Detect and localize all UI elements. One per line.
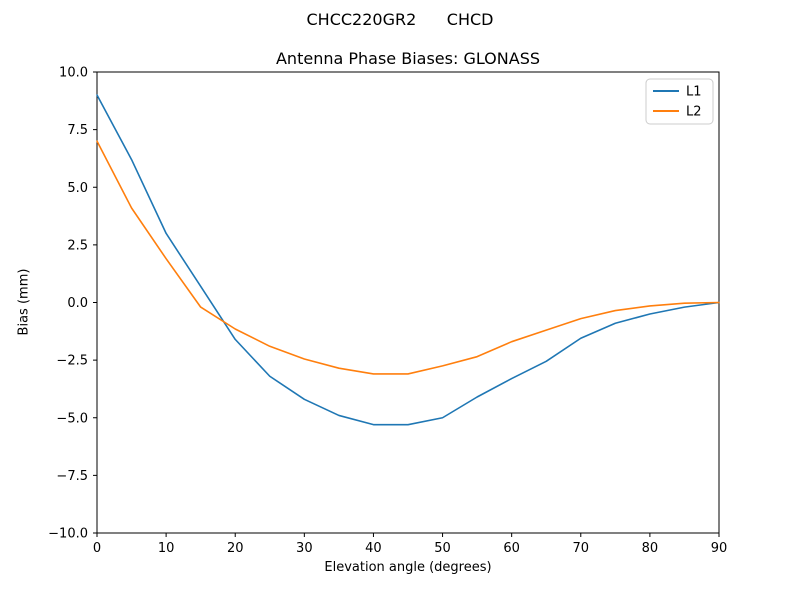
x-tick-label: 30 <box>296 541 313 556</box>
x-tick-label: 70 <box>573 541 590 556</box>
data-series <box>96 94 720 426</box>
y-tick-label: 5.0 <box>67 181 88 196</box>
x-tick-label: 90 <box>711 541 728 556</box>
x-axis-label: Elevation angle (degrees) <box>324 560 492 575</box>
x-tick-label: 80 <box>642 541 659 556</box>
y-tick-label: −2.5 <box>56 354 88 369</box>
y-tick-label: 7.5 <box>67 123 88 138</box>
x-tick-label: 0 <box>93 541 101 556</box>
x-tick-label: 50 <box>434 541 451 556</box>
legend-label-l1: L1 <box>686 85 702 100</box>
y-tick-label: 10.0 <box>59 66 88 81</box>
x-tick-label: 60 <box>503 541 520 556</box>
y-tick-label: −5.0 <box>56 411 88 426</box>
legend-label-l2: L2 <box>686 105 702 120</box>
line-l1 <box>96 94 720 426</box>
x-tick-label: 40 <box>365 541 382 556</box>
y-tick-label: −7.5 <box>56 469 88 484</box>
x-tick-label: 10 <box>158 541 175 556</box>
plot-area-border <box>96 71 720 534</box>
y-tick-label: 0.0 <box>67 296 88 311</box>
y-tick-label: −10.0 <box>48 527 88 542</box>
y-tick-label: 2.5 <box>67 238 88 253</box>
legend-box <box>645 78 714 125</box>
line-l2 <box>96 140 720 375</box>
y-axis-label: Bias (mm) <box>16 268 32 336</box>
figure-suptitle: CHCC220GR2 CHCD <box>306 10 494 29</box>
x-tick-label: 20 <box>227 541 244 556</box>
chart-title: Antenna Phase Biases: GLONASS <box>275 49 540 68</box>
axis-ticks: 0 10 20 30 40 50 60 70 80 90 10.0 7.5 5.0 2.5 0.0 −2.5 −… <box>48 66 727 557</box>
